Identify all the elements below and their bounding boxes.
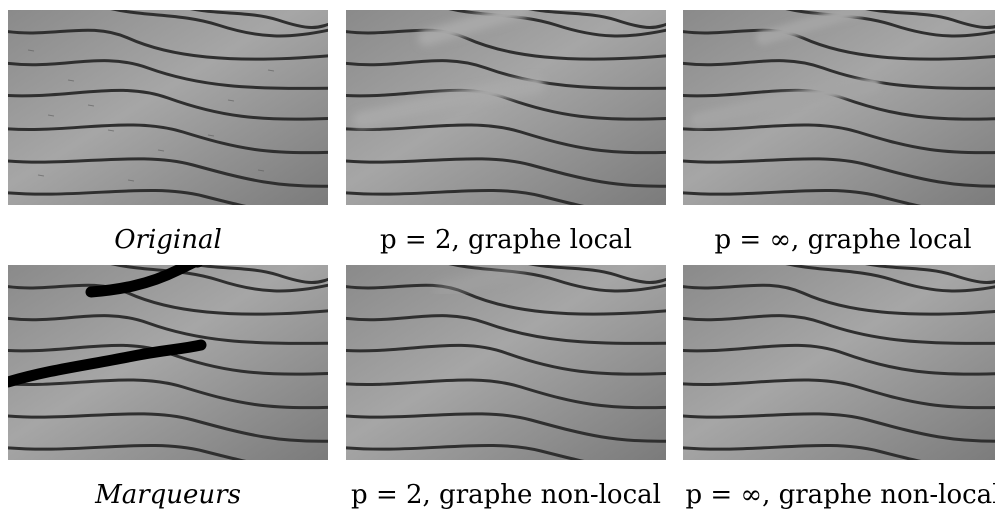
pinf-local-image-panel: [683, 10, 995, 205]
caption-pinf-nonlocal: p = ∞, graphe non-local: [685, 480, 995, 510]
caption-original: Original: [114, 225, 222, 255]
original-image-panel: [8, 10, 328, 205]
marker-strokes: [8, 265, 207, 388]
wood-texture-pinf-nonlocal: [683, 265, 995, 460]
p2-nonlocal-image-panel: [346, 265, 666, 460]
caption-pinf-local: p = ∞, graphe local: [714, 225, 972, 255]
caption-markers: Marqueurs: [95, 480, 241, 510]
wood-texture-pinf-local: [683, 10, 995, 205]
wood-texture-markers: [8, 265, 328, 460]
markers-image-panel: [8, 265, 328, 460]
wood-texture-p2-nonlocal: [346, 265, 666, 460]
wood-texture-p2-local: [346, 10, 666, 205]
p2-local-image-panel: [346, 10, 666, 205]
wood-texture-original: [8, 10, 328, 205]
caption-p2-nonlocal: p = 2, graphe non-local: [351, 480, 661, 510]
caption-p2-local: p = 2, graphe local: [380, 225, 632, 255]
pinf-nonlocal-image-panel: [683, 265, 995, 460]
